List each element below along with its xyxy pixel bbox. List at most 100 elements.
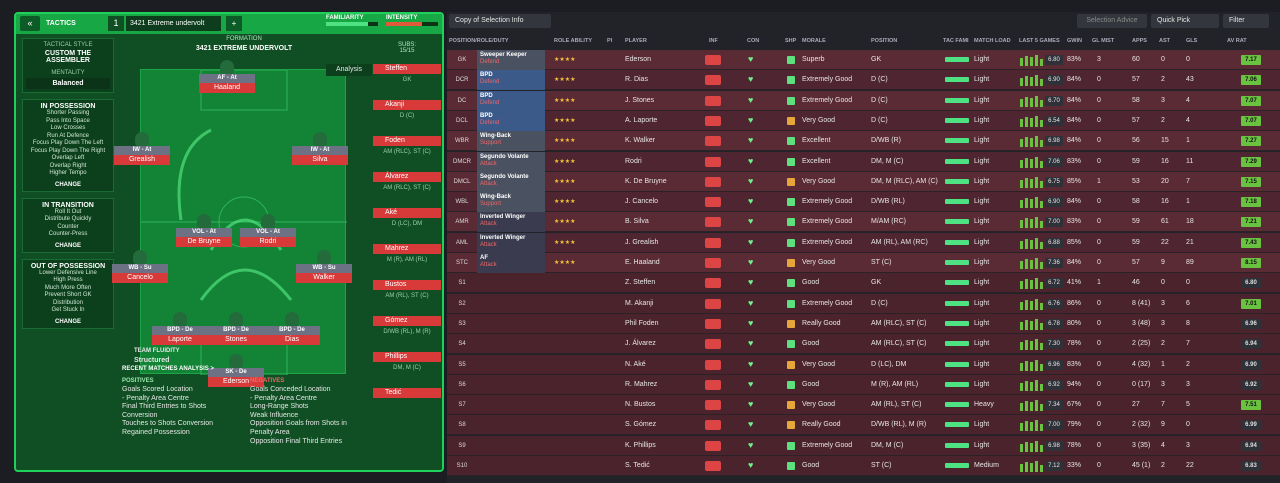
column-header[interactable]: AST xyxy=(1159,38,1170,44)
table-row[interactable]: DMCR Segundo Volante Attack ★★★★ Rodri ♥ Excel… xyxy=(447,151,1280,172)
role-duty[interactable]: Wing-Back Support xyxy=(477,192,545,213)
analysis-button[interactable]: Analysis xyxy=(326,64,372,76)
table-row[interactable]: S7 N. Bustos ♥ Very Good AM (RL), ST (C) Heav… xyxy=(447,395,1280,416)
analysis-title[interactable]: RECENT MATCHES ANALYSIS > xyxy=(122,366,214,372)
player-node[interactable]: VOL - At Rodri xyxy=(240,228,296,247)
table-row[interactable]: S3 Phil Foden ♥ Really Good AM (RLC), ST (C)… xyxy=(447,313,1280,334)
table-row[interactable]: STC AF Attack ★★★★ E. Haaland ♥ Very Good ST (C… xyxy=(447,253,1280,273)
role-duty[interactable]: Inverted Winger Attack xyxy=(477,212,545,233)
player-name[interactable]: J. Álvarez xyxy=(625,340,656,348)
change-button[interactable]: CHANGE xyxy=(54,181,81,188)
player-node[interactable]: WB - Su Walker xyxy=(296,264,352,283)
player-name[interactable]: Phil Foden xyxy=(625,319,659,327)
column-header[interactable]: POSITION xyxy=(871,38,898,44)
role-duty[interactable]: Wing-Back Support xyxy=(477,131,545,152)
sub-player[interactable]: Gómez D/WB (RL), M (R) xyxy=(371,312,442,340)
player-name[interactable]: M. Akanji xyxy=(625,299,654,307)
player-name[interactable]: R. Dias xyxy=(625,76,648,84)
selection-advice-button[interactable]: Selection Advice xyxy=(1077,14,1147,28)
table-row[interactable]: GK Sweeper Keeper Defend ★★★★ Ederson ♥ Superb… xyxy=(447,50,1280,70)
table-row[interactable]: DMCL Segundo Volante Attack ★★★★ K. De Bruyn… xyxy=(447,171,1280,192)
player-node[interactable]: BPD - De Stones xyxy=(208,326,264,345)
column-header[interactable]: SHP xyxy=(785,38,797,44)
role-duty[interactable]: Inverted Winger Attack xyxy=(477,232,545,253)
player-name[interactable]: S. Tedić xyxy=(625,462,650,469)
change-button[interactable]: CHANGE xyxy=(54,242,81,249)
sub-player[interactable]: Aké D (LC), DM xyxy=(371,204,442,232)
quick-pick-button[interactable]: Quick Pick xyxy=(1151,14,1219,28)
player-name[interactable]: Ederson xyxy=(625,56,652,63)
mentality-select[interactable]: Balanced xyxy=(26,78,110,89)
column-header[interactable]: GWIN xyxy=(1067,38,1082,44)
player-node[interactable]: IW - At Silva xyxy=(292,146,348,165)
sub-player[interactable]: Steffen GK xyxy=(371,60,442,88)
player-node[interactable]: SK - De Ederson xyxy=(208,368,264,387)
player-name[interactable]: Z. Steffen xyxy=(625,279,656,287)
player-name[interactable]: B. Silva xyxy=(625,218,649,226)
player-name[interactable]: N. Bustos xyxy=(625,401,656,409)
player-name[interactable]: J. Cancelo xyxy=(625,198,659,206)
column-header[interactable]: LAST 5 GAMES xyxy=(1019,38,1060,44)
column-header[interactable]: GL MIST xyxy=(1092,38,1115,44)
player-name[interactable]: K. De Bruyne xyxy=(625,177,667,185)
column-header[interactable]: CON xyxy=(747,38,760,44)
view-select[interactable]: Copy of Selection Info xyxy=(449,14,551,28)
column-header[interactable]: AV RAT xyxy=(1227,38,1247,44)
sub-player[interactable]: Phillips DM, M (C) xyxy=(371,348,442,376)
table-row[interactable]: S10 S. Tedić ♥ Good ST (C) Medium 7.12 33% 0 45 (… xyxy=(447,456,1280,476)
player-name[interactable]: J. Stones xyxy=(625,96,655,104)
sub-player[interactable]: Foden AM (RLC), ST (C) xyxy=(371,132,442,160)
sub-player[interactable]: Tedić xyxy=(371,384,442,412)
tactic-slot[interactable]: 1 xyxy=(108,16,124,31)
role-duty[interactable]: BPD Defend xyxy=(477,90,545,111)
player-name[interactable]: R. Mahrez xyxy=(625,380,658,388)
column-header[interactable]: GLS xyxy=(1186,38,1198,44)
column-header[interactable]: MATCH LOAD xyxy=(974,38,1011,44)
sub-player[interactable]: Álvarez AM (RLC), ST (C) xyxy=(371,168,442,196)
table-row[interactable]: DC BPD Defend ★★★★ J. Stones ♥ Extremely Good D… xyxy=(447,90,1280,111)
table-row[interactable]: DCL BPD Defend ★★★★ A. Laporte ♥ Very Good D (C… xyxy=(447,110,1280,131)
player-name[interactable]: S. Gómez xyxy=(625,421,657,429)
player-node[interactable]: WB - Su Cancelo xyxy=(112,264,168,283)
player-node[interactable]: BPD - De Dias xyxy=(264,326,320,345)
table-row[interactable]: S6 R. Mahrez ♥ Good M (R), AM (RL) Light 6.92 9… xyxy=(447,374,1280,395)
tactic-select[interactable]: 3421 Extreme undervolt xyxy=(126,16,221,31)
table-row[interactable]: S5 N. Aké ♥ Very Good D (LC), DM Light 6.96 83%… xyxy=(447,354,1280,375)
sub-player[interactable]: Mahrez M (R), AM (RL) xyxy=(371,240,442,268)
player-node[interactable]: AF - At Haaland xyxy=(199,74,255,93)
role-duty[interactable]: BPD Defend xyxy=(477,110,545,131)
role-duty[interactable]: Segundo Volante Attack xyxy=(477,171,545,192)
table-row[interactable]: AMR Inverted Winger Attack ★★★★ B. Silva ♥ Ext… xyxy=(447,212,1280,233)
table-row[interactable]: DCR BPD Defend ★★★★ R. Dias ♥ Extremely Good D … xyxy=(447,70,1280,91)
column-header[interactable]: ROLE ABILITY xyxy=(554,38,592,44)
add-tactic-button[interactable]: + xyxy=(226,16,242,31)
player-node[interactable]: IW - At Grealish xyxy=(114,146,170,165)
column-header[interactable]: INF xyxy=(709,38,718,44)
player-name[interactable]: Rodri xyxy=(625,157,642,165)
column-header[interactable]: PI xyxy=(607,38,613,44)
sub-player[interactable]: Akanji D (C) xyxy=(371,96,442,124)
table-row[interactable]: WBR Wing-Back Support ★★★★ K. Walker ♥ Excelle… xyxy=(447,131,1280,152)
column-header[interactable]: PLAYER xyxy=(625,38,647,44)
player-node[interactable]: VOL - At De Bruyne xyxy=(176,228,232,247)
player-name[interactable]: E. Haaland xyxy=(625,259,660,266)
style-box[interactable]: TACTICAL STYLE CUSTOM THE ASSEMBLER MENT… xyxy=(22,38,114,93)
player-name[interactable]: N. Aké xyxy=(625,360,646,368)
table-row[interactable]: S8 S. Gómez ♥ Really Good D/WB (RL), M (R) Li… xyxy=(447,415,1280,436)
column-header[interactable]: TAC FAMI xyxy=(943,38,969,44)
filter-button[interactable]: Filter xyxy=(1223,14,1269,28)
table-row[interactable]: S2 M. Akanji ♥ Extremely Good D (C) Light 6.76… xyxy=(447,293,1280,314)
column-header[interactable]: POSITION/ROLE/DUTY xyxy=(449,38,509,44)
role-duty[interactable]: Segundo Volante Attack xyxy=(477,151,545,172)
role-duty[interactable]: Sweeper Keeper Defend xyxy=(477,50,545,70)
table-row[interactable]: AML Inverted Winger Attack ★★★★ J. Grealish ♥… xyxy=(447,232,1280,253)
role-duty[interactable]: BPD Defend xyxy=(477,70,545,91)
player-name[interactable]: K. Walker xyxy=(625,137,656,145)
change-button[interactable]: CHANGE xyxy=(54,318,81,325)
sub-player[interactable]: Bustos AM (RL), ST (C) xyxy=(371,276,442,304)
role-duty[interactable]: AF Attack xyxy=(477,253,545,273)
table-row[interactable]: WBL Wing-Back Support ★★★★ J. Cancelo ♥ Extrem… xyxy=(447,192,1280,213)
table-row[interactable]: S9 K. Phillips ♥ Extremely Good DM, M (C) Lig… xyxy=(447,435,1280,456)
table-row[interactable]: S1 Z. Steffen ♥ Good GK Light 6.72 41% 1 46 0 0 6.80 xyxy=(447,273,1280,294)
column-header[interactable]: APPS xyxy=(1132,38,1147,44)
